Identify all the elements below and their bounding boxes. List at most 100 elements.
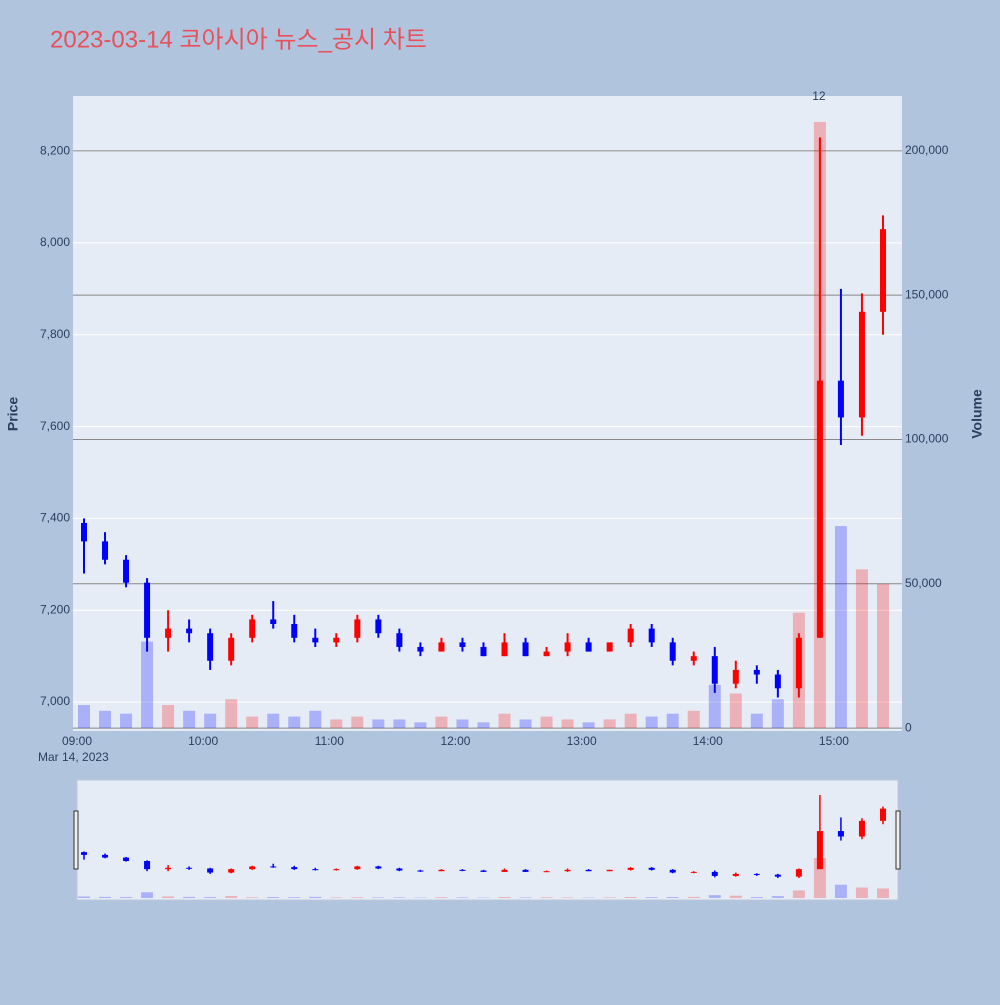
candle-body: [754, 670, 760, 675]
slider-body: [817, 831, 823, 869]
volume-bar: [372, 719, 384, 728]
slider-body: [228, 869, 234, 872]
candle-body: [144, 583, 150, 638]
slider-body: [480, 871, 486, 872]
volume-bar: [751, 714, 763, 728]
volume-bar: [520, 719, 532, 728]
volume-bar: [225, 699, 237, 728]
slider-body: [775, 875, 781, 877]
slider-body: [796, 869, 802, 876]
slider-body: [649, 868, 655, 870]
slider-handle[interactable]: [74, 811, 78, 869]
candle-body: [670, 642, 676, 660]
range-slider[interactable]: [77, 780, 898, 900]
slider-volume-bar: [730, 896, 742, 898]
x-tick-label: 12:00: [440, 734, 470, 748]
slider-body: [733, 874, 739, 876]
slider-volume-bar: [456, 897, 468, 898]
slider-body: [186, 868, 192, 869]
volume-bar: [120, 714, 132, 728]
slider-body: [565, 870, 571, 871]
slider-body: [691, 872, 697, 873]
volume-bar: [99, 711, 111, 728]
slider-volume-bar: [625, 897, 637, 898]
y2-tick-label: 0: [905, 720, 912, 734]
y-tick-label: 7,800: [40, 327, 70, 341]
volume-bar: [730, 693, 742, 728]
candle-body: [544, 652, 550, 657]
slider-body: [712, 872, 718, 876]
candle-body: [81, 523, 87, 541]
volume-bar: [667, 714, 679, 728]
volume-bar: [541, 717, 553, 729]
slider-volume-bar: [183, 897, 195, 898]
y2-axis-label: Volume: [969, 389, 985, 439]
slider-handle[interactable]: [896, 811, 900, 869]
candle-body: [396, 633, 402, 647]
slider-volume-bar: [225, 896, 237, 898]
candle-body: [565, 642, 571, 651]
slider-body: [586, 870, 592, 871]
candle-body: [438, 642, 444, 651]
slider-body: [544, 871, 550, 872]
candle-body: [796, 638, 802, 689]
slider-body: [396, 868, 402, 870]
candle-body: [459, 642, 465, 647]
y-tick-label: 7,000: [40, 694, 70, 708]
candle-body: [123, 560, 129, 583]
slider-volume-bar: [835, 885, 847, 898]
slider-volume-bar: [520, 897, 532, 898]
candle-body: [186, 629, 192, 634]
candle-body: [102, 541, 108, 559]
slider-body: [333, 869, 339, 870]
volume-bar: [499, 714, 511, 728]
volume-bar: [435, 717, 447, 729]
volume-bar: [162, 705, 174, 728]
y2-tick-label: 150,000: [905, 287, 949, 301]
slider-volume-bar: [141, 892, 153, 898]
y-tick-label: 8,200: [40, 143, 70, 157]
volume-bar: [688, 711, 700, 728]
slider-body: [838, 831, 844, 836]
slider-volume-bar: [351, 897, 363, 898]
y-tick-label: 7,400: [40, 511, 70, 525]
slider-volume-bar: [709, 895, 721, 898]
candle-body: [838, 381, 844, 418]
slider-body: [207, 868, 213, 872]
volume-bar: [414, 722, 426, 728]
volume-bar: [330, 719, 342, 728]
volume-bar: [646, 717, 658, 729]
y2-tick-label: 100,000: [905, 432, 949, 446]
slider-volume-bar: [751, 897, 763, 898]
candle-body: [712, 656, 718, 684]
slider-volume-bar: [330, 897, 342, 898]
slider-volume-bar: [435, 897, 447, 898]
volume-bar: [583, 722, 595, 728]
slider-volume-bar: [204, 897, 216, 898]
y2-tick-label: 200,000: [905, 143, 949, 157]
slider-body: [102, 855, 108, 858]
volume-bar: [625, 714, 637, 728]
candle-body: [523, 642, 529, 656]
slider-body: [291, 867, 297, 869]
volume-bar: [183, 711, 195, 728]
slider-volume-bar: [309, 897, 321, 898]
volume-bar: [604, 719, 616, 728]
slider-volume-bar: [772, 896, 784, 898]
volume-bar: [856, 569, 868, 728]
slider-body: [880, 809, 886, 821]
volume-bar: [772, 699, 784, 728]
x-tick-label: 14:00: [693, 734, 723, 748]
candle-body: [270, 619, 276, 624]
slider-volume-bar: [604, 897, 616, 898]
slider-volume-bar: [288, 897, 300, 898]
slider-body: [417, 871, 423, 872]
volume-bar: [393, 719, 405, 728]
slider-volume-bar: [267, 897, 279, 898]
slider-volume-bar: [246, 897, 258, 898]
volume-bar: [288, 717, 300, 729]
candle-body: [375, 619, 381, 633]
x-tick-label: 11:00: [315, 734, 344, 748]
